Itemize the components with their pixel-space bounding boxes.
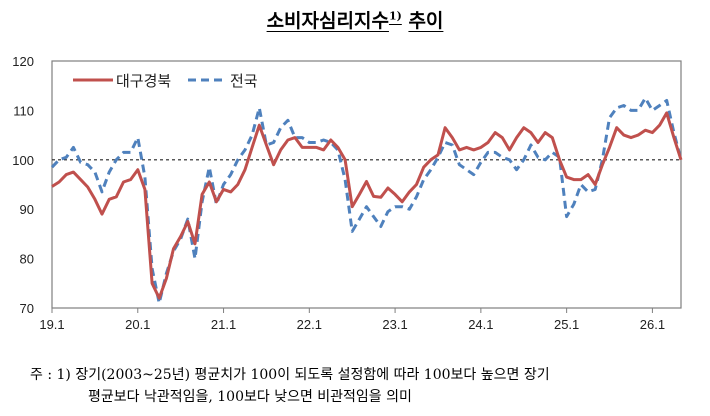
x-tick-label: 23.1 — [382, 317, 407, 332]
title-footnote-mark: 1) — [388, 9, 402, 23]
y-tick-label: 100 — [12, 153, 34, 168]
x-tick-label: 20.1 — [125, 317, 150, 332]
chart-title: 소비자심리지수1) 추이 — [0, 6, 710, 33]
y-tick-label: 80 — [20, 252, 34, 267]
x-tick-label: 26.1 — [640, 317, 665, 332]
legend-label-national: 전국 — [230, 72, 258, 90]
title-suffix: 추이 — [408, 10, 444, 32]
y-tick-label: 70 — [20, 301, 34, 316]
x-tick-label: 22.1 — [297, 317, 322, 332]
series-line-national — [50, 96, 683, 305]
x-tick-label: 24.1 — [468, 317, 493, 332]
legend-label-daegu-gyeongbuk: 대구경북 — [116, 72, 171, 90]
x-tick-label: 25.1 — [554, 317, 579, 332]
y-tick-label: 110 — [13, 103, 34, 118]
title-text: 소비자심리지수 — [266, 10, 389, 32]
y-tick-label: 120 — [12, 54, 34, 69]
x-tick-label: 19.1 — [39, 317, 64, 332]
y-tick-label: 90 — [20, 202, 34, 217]
footnote-line-1: 주 : 1) 장기(2003~25년) 평균치가 100이 되도록 설정함에 따… — [30, 367, 550, 383]
x-tick-label: 21.1 — [211, 317, 236, 332]
plot-area — [51, 60, 682, 309]
line-chart: 70 80 90 100 110 120 19.1 20.1 21.1 22.1 23.1 24.1 2… — [12, 54, 683, 332]
series-line-daegu-gyeongbuk — [51, 111, 683, 300]
footnote-line-2: 평균보다 낙관적임을, 100보다 낮으면 비관적임을 의미 — [88, 389, 412, 405]
